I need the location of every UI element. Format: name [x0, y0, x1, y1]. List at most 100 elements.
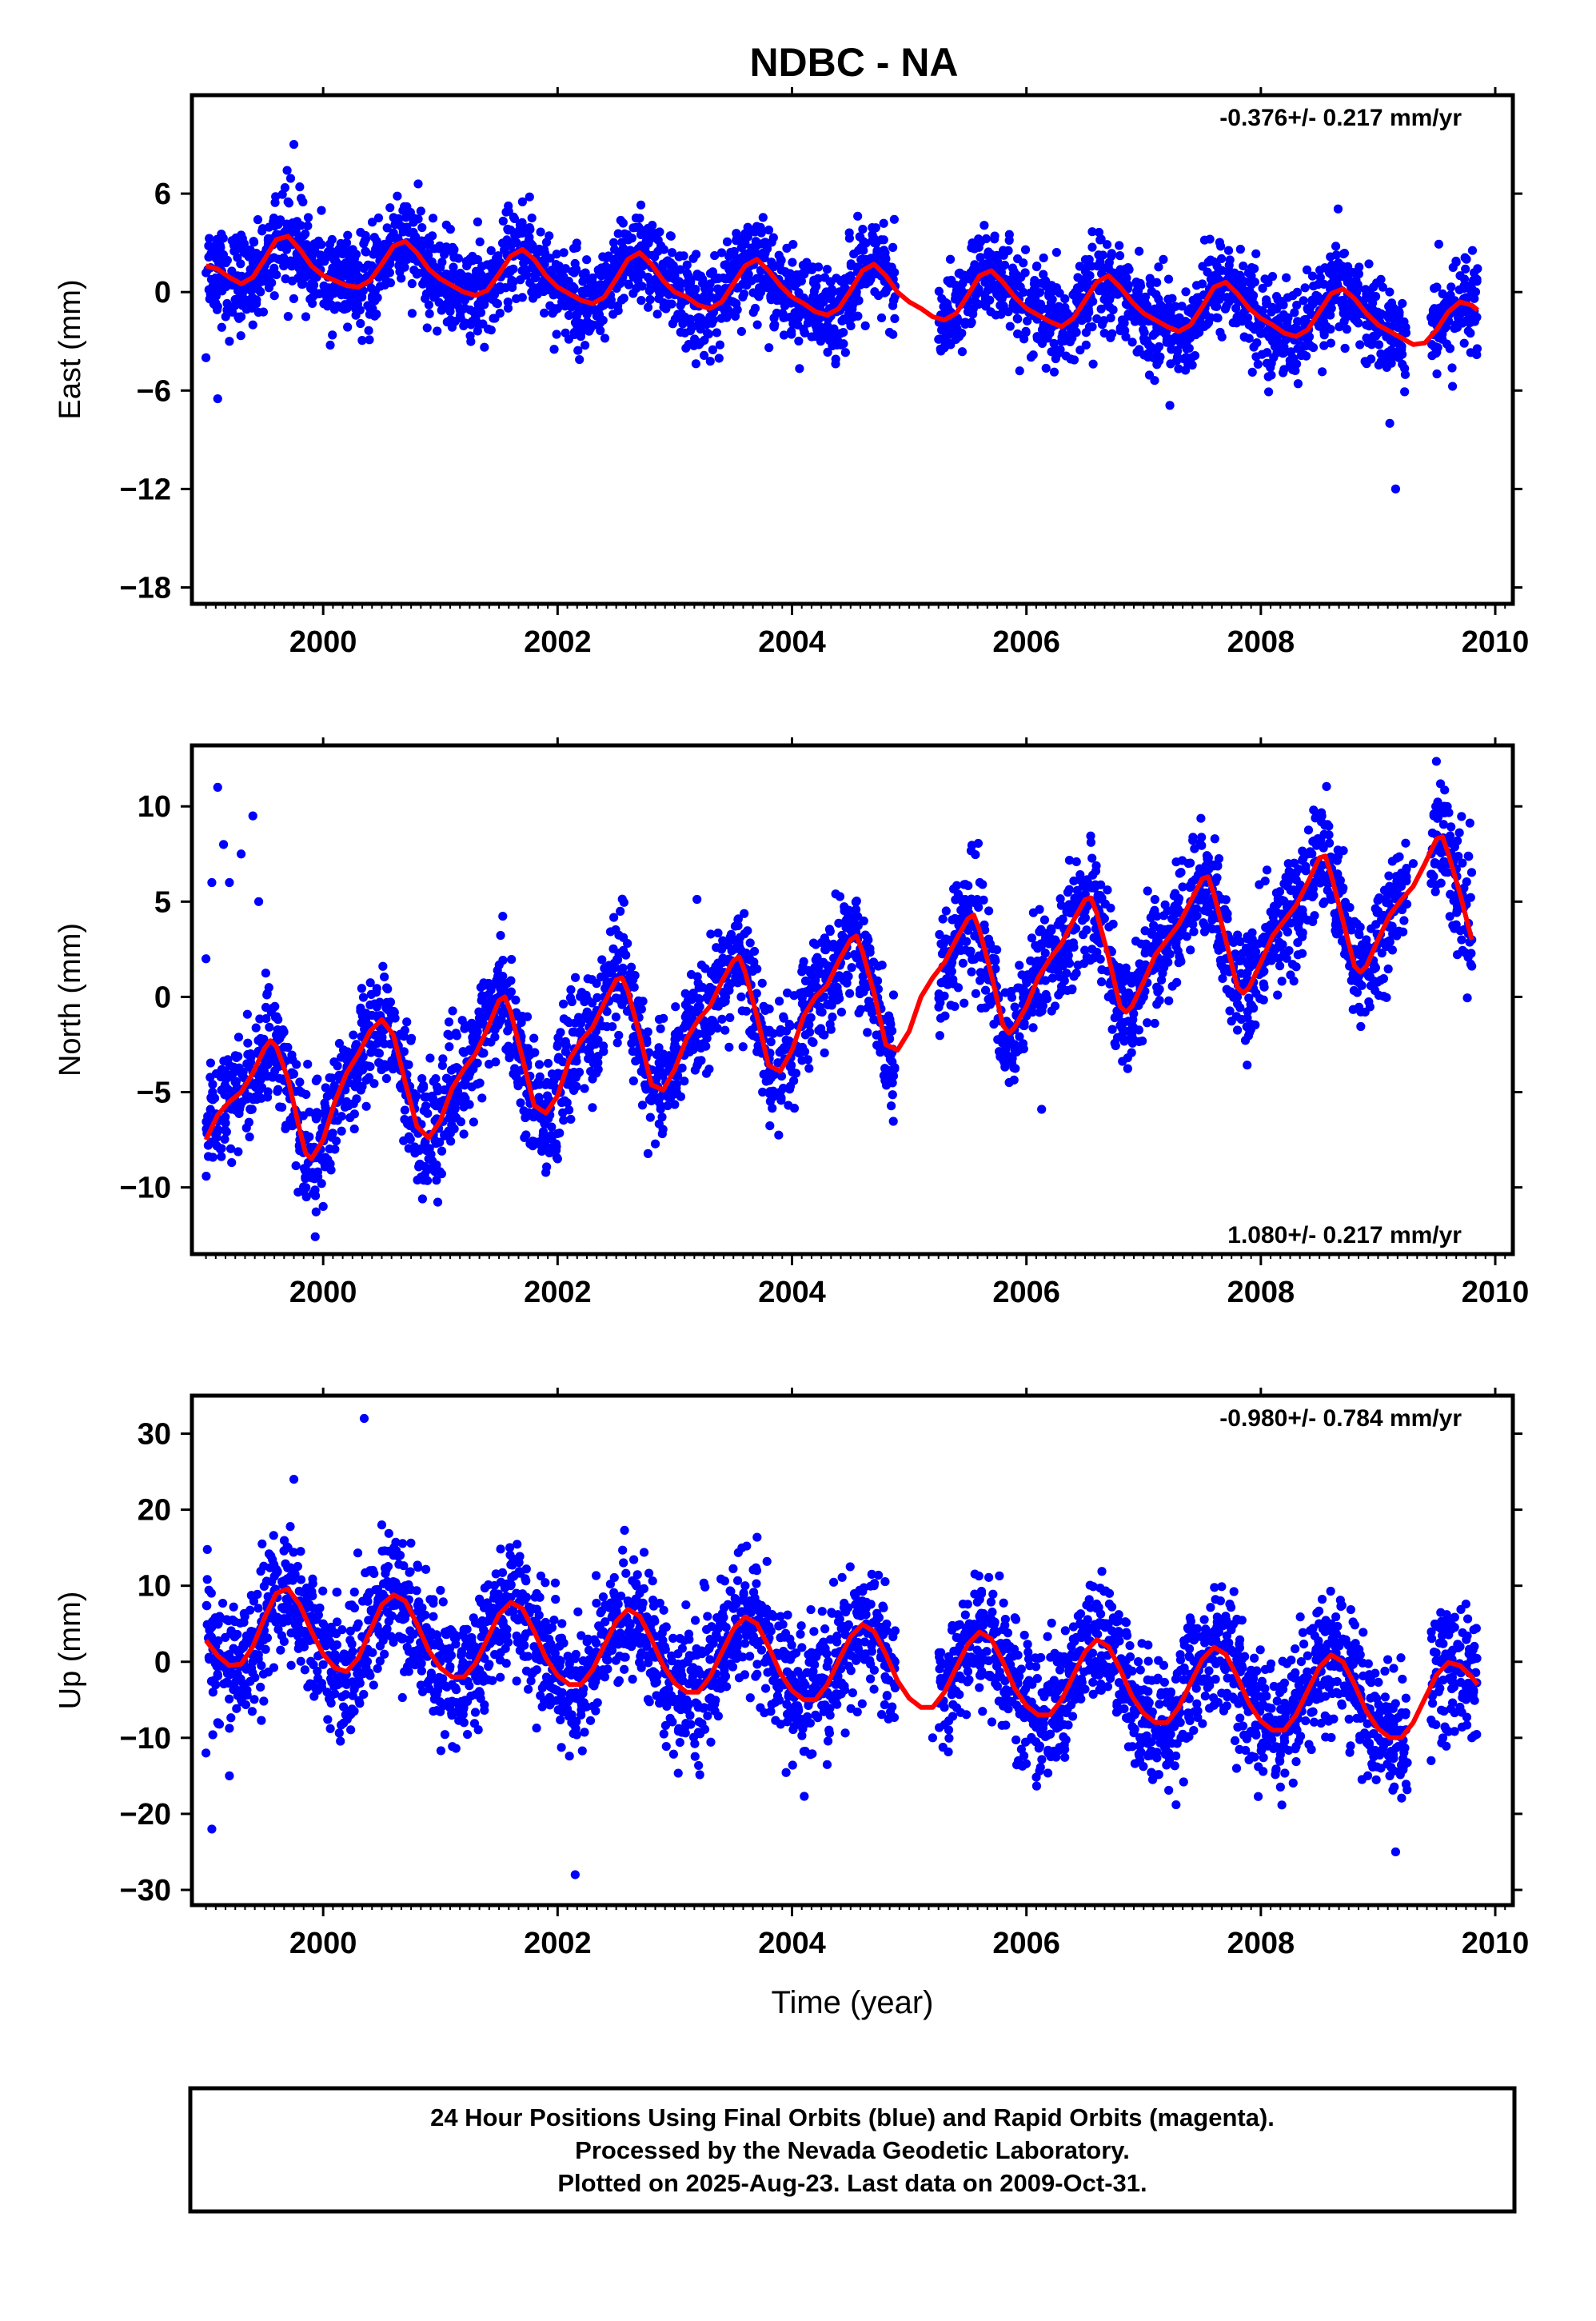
- data-point: [670, 1100, 680, 1109]
- data-point: [220, 1134, 229, 1145]
- data-point: [738, 1042, 748, 1052]
- data-point: [990, 234, 999, 244]
- data-point: [370, 999, 380, 1009]
- data-point: [654, 1097, 664, 1106]
- data-point: [247, 1105, 257, 1114]
- data-point: [1083, 262, 1092, 271]
- data-point: [980, 221, 989, 230]
- data-point: [437, 258, 447, 267]
- data-point: [327, 234, 337, 245]
- data-point: [1152, 278, 1162, 287]
- data-point: [383, 984, 393, 994]
- data-point: [789, 1104, 800, 1113]
- data-point: [1106, 313, 1115, 323]
- data-point: [1151, 290, 1161, 299]
- data-point: [952, 285, 962, 294]
- data-point: [295, 1077, 305, 1087]
- data-point: [248, 320, 257, 330]
- data-point: [655, 227, 664, 237]
- data-point: [460, 1024, 469, 1033]
- data-point: [1049, 367, 1059, 377]
- data-point: [289, 294, 299, 304]
- data-point: [289, 1069, 299, 1079]
- data-point: [1293, 317, 1303, 326]
- data-point: [598, 1041, 608, 1051]
- data-point: [201, 353, 211, 362]
- data-point: [846, 321, 856, 331]
- data-point: [628, 975, 638, 985]
- data-point: [628, 1076, 638, 1086]
- data-point: [217, 1152, 226, 1161]
- data-point: [778, 1084, 788, 1093]
- data-point: [653, 235, 663, 245]
- data-point: [296, 221, 305, 230]
- data-point: [860, 321, 870, 330]
- data-point: [827, 285, 836, 294]
- data-point: [465, 331, 475, 341]
- data-point: [273, 1015, 283, 1025]
- data-point: [970, 244, 980, 254]
- data-point: [225, 337, 234, 346]
- data-point: [796, 276, 806, 286]
- data-point: [1023, 316, 1032, 326]
- data-point: [1352, 309, 1363, 318]
- data-point: [545, 1148, 554, 1158]
- data-point: [283, 312, 293, 322]
- data-point: [205, 234, 214, 243]
- data-point: [444, 1017, 454, 1027]
- data-point: [1400, 364, 1410, 374]
- data-point: [265, 1022, 274, 1032]
- data-point: [234, 1109, 244, 1118]
- data-point: [281, 274, 290, 284]
- data-point: [449, 290, 458, 301]
- data-point: [244, 1117, 253, 1127]
- data-point: [888, 242, 898, 252]
- data-point: [337, 1126, 346, 1136]
- data-point: [544, 1113, 553, 1124]
- data-point: [561, 275, 570, 286]
- data-point: [764, 226, 774, 235]
- data-point: [473, 1058, 482, 1068]
- data-point: [422, 323, 432, 333]
- data-point: [1187, 353, 1196, 362]
- data-point: [673, 310, 683, 319]
- data-point: [530, 1048, 540, 1057]
- data-point: [575, 354, 585, 365]
- data-point: [643, 1027, 652, 1037]
- data-point: [1319, 279, 1329, 289]
- data-point: [631, 214, 641, 223]
- y-tick-label: −6: [137, 374, 171, 408]
- data-point: [507, 1045, 517, 1055]
- data-point: [732, 254, 743, 264]
- data-point: [652, 310, 662, 319]
- data-point: [365, 978, 375, 988]
- data-point: [230, 301, 240, 310]
- data-point: [696, 324, 705, 334]
- data-point: [745, 938, 755, 948]
- data-point: [1060, 294, 1070, 304]
- data-point: [645, 1113, 655, 1122]
- data-point: [636, 200, 646, 210]
- data-point: [1432, 282, 1442, 292]
- data-point: [442, 290, 452, 300]
- data-point: [1216, 254, 1227, 264]
- data-point: [348, 245, 357, 254]
- data-point: [524, 235, 534, 245]
- data-point: [1473, 264, 1482, 274]
- data-point: [1098, 250, 1107, 260]
- data-point: [510, 1064, 520, 1073]
- data-point: [641, 231, 652, 241]
- data-point: [433, 1197, 443, 1207]
- data-point: [780, 301, 790, 311]
- data-point: [1039, 253, 1048, 263]
- data-point: [1374, 340, 1384, 350]
- data-point: [596, 326, 605, 335]
- data-point: [1069, 355, 1079, 365]
- data-point: [688, 254, 698, 263]
- data-point: [1037, 338, 1047, 348]
- data-point: [491, 1057, 501, 1067]
- data-point: [650, 252, 660, 262]
- data-point: [966, 268, 976, 278]
- data-point: [591, 1036, 601, 1045]
- data-point: [732, 305, 742, 314]
